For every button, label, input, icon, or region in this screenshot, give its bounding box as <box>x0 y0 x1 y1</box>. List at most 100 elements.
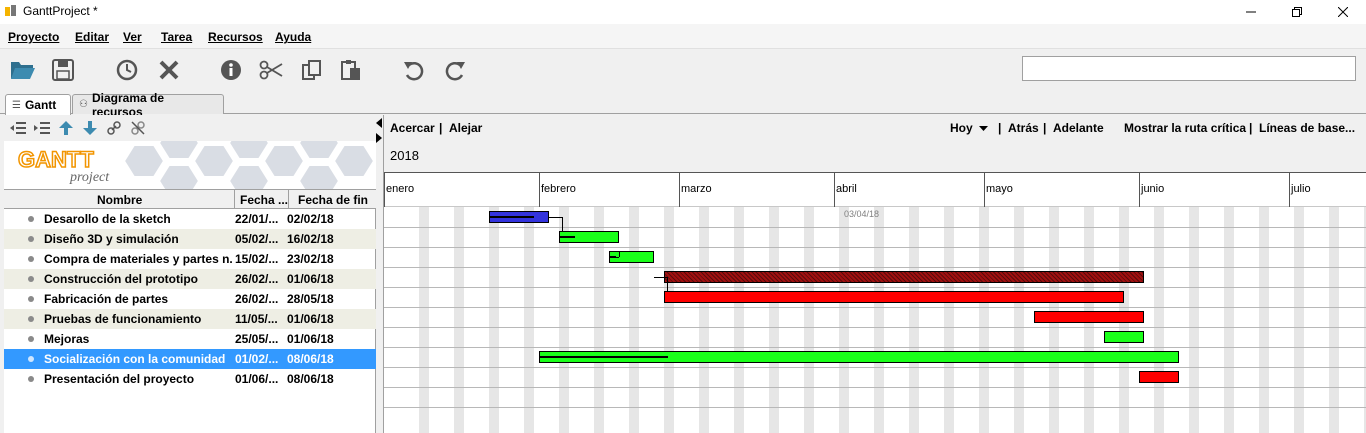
task-name[interactable]: Mejoras <box>44 332 90 346</box>
timeline-month-row: enero febrero marzo abril mayo junio julio <box>384 173 1366 207</box>
today-dropdown-icon[interactable] <box>979 126 988 132</box>
weekend-stripe <box>489 207 499 433</box>
move-down-icon[interactable] <box>81 120 99 136</box>
column-header-name[interactable]: Nombre <box>97 193 143 207</box>
restore-button[interactable] <box>1274 0 1320 24</box>
minimize-button[interactable] <box>1228 0 1274 24</box>
task-bar[interactable] <box>609 251 654 263</box>
history-icon[interactable] <box>113 56 141 84</box>
delete-icon[interactable] <box>155 56 183 84</box>
menu-tarea[interactable]: Tarea <box>161 30 193 44</box>
row-grid-line <box>384 287 1366 288</box>
weekend-stripe <box>1364 207 1366 433</box>
task-row[interactable]: Construcción del prototipo 26/02/... 01/06… <box>4 269 376 289</box>
task-bar[interactable] <box>1104 331 1144 343</box>
task-row[interactable]: Socialización con la comunidad 01/02/... 0… <box>4 349 376 369</box>
row-grid-line <box>384 407 1366 408</box>
zoom-in-link[interactable]: Acercar <box>390 121 435 135</box>
month-label: junio <box>1141 183 1165 195</box>
tab-gantt[interactable]: ☰ Gantt <box>5 94 71 115</box>
unlink-icon[interactable] <box>129 120 147 136</box>
menu-ayuda[interactable]: Ayuda <box>275 30 312 44</box>
row-grid-line <box>384 367 1366 368</box>
search-input[interactable] <box>1022 56 1356 81</box>
task-bar[interactable] <box>664 291 1124 303</box>
weekend-stripe <box>559 207 569 433</box>
panel-splitter[interactable] <box>376 115 384 433</box>
task-progress-line <box>540 356 668 358</box>
critical-path-link[interactable]: Mostrar la ruta crítica <box>1124 121 1247 135</box>
task-row[interactable]: Mejoras 25/05/... 01/06/18 <box>4 329 376 349</box>
column-header-end[interactable]: Fecha de fin <box>298 193 369 207</box>
open-folder-icon[interactable] <box>9 56 37 84</box>
gantt-chart-area[interactable]: 03/04/18 <box>384 207 1366 433</box>
task-row[interactable]: Presentación del proyecto 01/06/... 08/06/… <box>4 369 376 389</box>
menu-editar[interactable]: Editar <box>75 30 110 44</box>
indent-icon[interactable] <box>33 120 51 136</box>
baselines-link[interactable]: Líneas de base... <box>1259 121 1356 135</box>
menu-recursos[interactable]: Recursos <box>208 30 263 44</box>
task-name[interactable]: Desarollo de la sketch <box>44 212 171 226</box>
weekend-stripe <box>804 207 814 433</box>
weekend-stripe <box>664 207 674 433</box>
column-header-start[interactable]: Fecha ... <box>240 193 288 207</box>
task-row[interactable]: Desarollo de la sketch 22/01/... 02/02/18 <box>4 209 376 229</box>
task-name[interactable]: Diseño 3D y simulación <box>44 232 179 246</box>
task-name[interactable]: Pruebas de funcionamiento <box>44 312 202 326</box>
task-end: 01/06/18 <box>287 272 334 286</box>
month-label: mayo <box>986 183 1013 195</box>
window-title: GanttProject * <box>23 4 98 18</box>
zoom-out-link[interactable]: Alejar <box>449 121 483 135</box>
close-window-button[interactable] <box>1320 0 1366 24</box>
splitter-arrows-icon <box>376 118 382 143</box>
save-icon[interactable] <box>49 56 77 84</box>
task-row[interactable]: Diseño 3D y simulación 05/02/... 16/02/18 <box>4 229 376 249</box>
resources-tab-icon: ⚇ <box>79 99 88 110</box>
move-up-icon[interactable] <box>57 120 75 136</box>
task-bullet-icon <box>28 236 34 242</box>
menu-ver[interactable]: Ver <box>123 30 142 44</box>
outdent-icon[interactable] <box>9 120 27 136</box>
ganttproject-app-icon <box>5 5 16 16</box>
link-icon[interactable] <box>105 120 123 136</box>
month-tick <box>984 173 985 207</box>
dependency-line <box>654 277 667 278</box>
chart-toolbar: Acercar | Alejar Hoy | Atrás | Adelante … <box>384 115 1366 141</box>
weekend-stripe <box>909 207 919 433</box>
task-name[interactable]: Presentación del proyecto <box>44 372 195 386</box>
tab-resource-chart[interactable]: ⚇ Diagrama de recursos <box>72 91 224 119</box>
task-name[interactable]: Construcción del prototipo <box>44 272 198 286</box>
task-bar[interactable] <box>539 351 1179 363</box>
task-name[interactable]: Compra de materiales y partes n... <box>44 252 232 266</box>
cut-icon[interactable] <box>257 56 285 84</box>
task-row[interactable]: Fabricación de partes 26/02/... 28/05/18 <box>4 289 376 309</box>
undo-icon[interactable] <box>400 56 428 84</box>
task-end: 01/06/18 <box>287 332 334 346</box>
copy-icon[interactable] <box>298 56 326 84</box>
forward-link[interactable]: Adelante <box>1053 121 1104 135</box>
task-bar[interactable] <box>559 231 619 243</box>
task-name[interactable]: Fabricación de partes <box>44 292 169 306</box>
info-icon[interactable] <box>217 56 245 84</box>
month-label: marzo <box>681 183 712 195</box>
task-progress-line <box>490 216 534 218</box>
task-bar[interactable] <box>1139 371 1179 383</box>
today-link[interactable]: Hoy <box>950 121 973 135</box>
restore-icon <box>1292 7 1302 17</box>
weekend-stripe <box>1259 207 1269 433</box>
task-bar[interactable] <box>664 271 1144 283</box>
task-row[interactable]: Pruebas de funcionamiento 11/05/... 01/06/… <box>4 309 376 329</box>
month-tick <box>1139 173 1140 207</box>
weekend-stripe <box>629 207 639 433</box>
task-name[interactable]: Socialización con la comunidad <box>44 352 226 366</box>
task-row[interactable]: Compra de materiales y partes n... 15/02/… <box>4 249 376 269</box>
task-bar[interactable] <box>489 211 549 223</box>
task-bar[interactable] <box>1034 311 1144 323</box>
paste-icon[interactable] <box>337 56 365 84</box>
redo-icon[interactable] <box>441 56 469 84</box>
ganttproject-logo: GANTT project <box>4 141 376 189</box>
back-link[interactable]: Atrás <box>1008 121 1039 135</box>
menu-proyecto[interactable]: Proyecto <box>8 30 60 44</box>
month-tick <box>1289 173 1290 207</box>
gantt-chart-panel: Acercar | Alejar Hoy | Atrás | Adelante … <box>384 115 1366 433</box>
